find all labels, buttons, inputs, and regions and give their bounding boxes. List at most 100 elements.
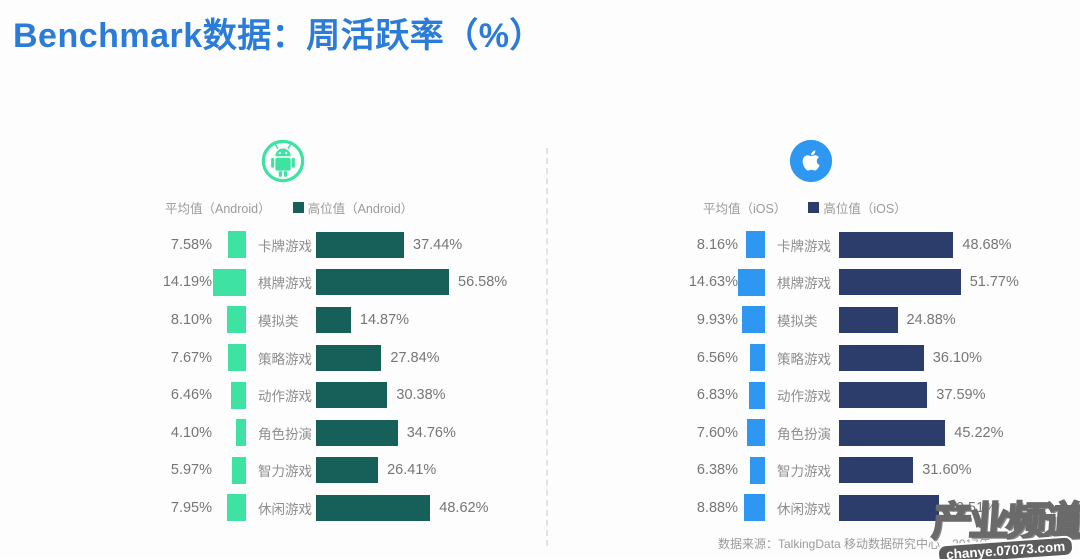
watermark: 产业频道 chanye.07073.com bbox=[926, 499, 1080, 559]
average-bar bbox=[232, 456, 246, 484]
average-bar bbox=[227, 494, 246, 522]
category-label: 策略游戏 bbox=[258, 351, 312, 367]
high-value-label: 34.76% bbox=[406, 424, 456, 441]
average-bar-box bbox=[212, 381, 246, 409]
average-bar bbox=[745, 231, 765, 259]
chart-row: 7.95% 休闲游戏 48.62% bbox=[140, 489, 540, 527]
average-value-label: 7.58% bbox=[170, 236, 212, 253]
average-bar bbox=[738, 268, 765, 296]
high-value-label: 24.88% bbox=[906, 311, 956, 328]
high-bar-zone: 37.44% bbox=[316, 231, 462, 258]
legend-item-average: 平均值（iOS） bbox=[703, 198, 786, 217]
chart-row: 9.93% 模拟类 24.88% bbox=[660, 301, 1080, 339]
average-bar-box bbox=[212, 231, 246, 259]
high-bar bbox=[316, 419, 398, 446]
average-bar-box bbox=[212, 419, 246, 447]
high-bar bbox=[839, 344, 924, 371]
chart-row: 7.58% 卡牌游戏 37.44% bbox=[140, 226, 540, 264]
high-bar bbox=[316, 269, 449, 296]
high-value-label: 56.58% bbox=[458, 274, 508, 291]
legend-item-high: 高位值（iOS） bbox=[808, 198, 907, 217]
high-bar-zone: 14.87% bbox=[316, 306, 410, 333]
average-value-label: 14.63% bbox=[688, 274, 738, 291]
chart-row: 6.83% 动作游戏 37.59% bbox=[660, 376, 1080, 414]
category-label: 卡牌游戏 bbox=[258, 238, 312, 254]
android-icon bbox=[260, 138, 306, 184]
category-label: 棋牌游戏 bbox=[258, 276, 312, 292]
average-bar bbox=[747, 419, 765, 447]
high-bar bbox=[839, 306, 898, 333]
high-value-label: 36.10% bbox=[932, 349, 982, 366]
average-value-label: 5.97% bbox=[170, 462, 212, 479]
high-bar-zone: 37.59% bbox=[839, 382, 986, 409]
high-bar bbox=[316, 306, 351, 333]
high-bar-zone: 48.68% bbox=[839, 231, 1012, 258]
android-legend: 平均值（Android） 高位值（Android） bbox=[165, 198, 413, 217]
page-title: Benchmark数据：周活跃率（%） bbox=[13, 17, 544, 55]
data-source-note: 数据来源：TalkingData 移动数据研究中心，2017年 bbox=[718, 537, 991, 551]
chart-row: 7.60% 角色扮演 45.22% bbox=[660, 414, 1080, 452]
category-label: 智力游戏 bbox=[777, 464, 831, 480]
average-bar bbox=[228, 344, 246, 372]
high-bar bbox=[316, 494, 431, 521]
average-bar-box bbox=[738, 456, 765, 484]
average-value-label: 6.38% bbox=[696, 462, 738, 479]
average-value-label: 7.95% bbox=[170, 499, 212, 516]
average-bar-box bbox=[212, 456, 246, 484]
high-value-label: 14.87% bbox=[359, 311, 410, 328]
average-bar-box bbox=[738, 344, 765, 372]
category-label: 动作游戏 bbox=[258, 389, 312, 405]
chart-row: 8.88% 休闲游戏 42.51% bbox=[660, 489, 1080, 527]
high-bar bbox=[316, 231, 404, 258]
high-bar bbox=[316, 382, 388, 409]
category-label: 角色扮演 bbox=[258, 426, 312, 442]
high-value-label: 37.59% bbox=[936, 387, 986, 404]
average-value-label: 6.83% bbox=[696, 387, 738, 404]
average-bar-box bbox=[212, 494, 246, 522]
chart-row: 7.67% 策略游戏 27.84% bbox=[140, 339, 540, 377]
average-bar bbox=[744, 494, 765, 522]
average-value-label: 4.10% bbox=[170, 424, 212, 441]
average-value-label: 14.19% bbox=[162, 274, 212, 291]
average-value-label: 8.16% bbox=[696, 236, 738, 253]
average-bar-box bbox=[212, 344, 246, 372]
chart-row: 8.16% 卡牌游戏 48.68% bbox=[660, 226, 1080, 264]
legend-label: 平均值（iOS） bbox=[703, 202, 787, 216]
high-value-label: 31.60% bbox=[922, 462, 972, 479]
high-bar-zone: 42.51% bbox=[839, 494, 997, 521]
average-bar-box bbox=[738, 306, 765, 334]
high-bar-zone: 30.38% bbox=[316, 382, 446, 409]
legend-item-high: 高位值（Android） bbox=[292, 198, 413, 217]
chart-row: 6.56% 策略游戏 36.10% bbox=[660, 339, 1080, 377]
chart-row: 4.10% 角色扮演 34.76% bbox=[140, 414, 540, 452]
high-bar-zone: 51.77% bbox=[839, 269, 1019, 296]
high-bar-zone: 48.62% bbox=[316, 494, 488, 521]
average-value-label: 7.60% bbox=[696, 424, 738, 441]
chart-row: 14.63% 棋牌游戏 51.77% bbox=[660, 264, 1080, 302]
chart-row: 14.19% 棋牌游戏 56.58% bbox=[140, 264, 540, 302]
average-bar bbox=[741, 306, 765, 334]
average-bar-box bbox=[212, 268, 246, 296]
average-bar bbox=[750, 456, 765, 484]
rows-android: 7.58% 卡牌游戏 37.44% 14.19% 棋牌游戏 56.58% 8.10% 模拟类 1… bbox=[140, 226, 540, 527]
high-bar-zone: 31.60% bbox=[839, 457, 972, 484]
average-value-label: 7.67% bbox=[170, 349, 212, 366]
category-label: 策略游戏 bbox=[777, 351, 831, 367]
high-bar-zone: 27.84% bbox=[316, 344, 440, 371]
high-bar-zone: 56.58% bbox=[316, 269, 508, 296]
category-label: 动作游戏 bbox=[777, 389, 831, 405]
high-value-label: 48.68% bbox=[962, 236, 1012, 253]
average-bar-box bbox=[738, 381, 765, 409]
category-label: 智力游戏 bbox=[258, 464, 312, 480]
average-bar bbox=[748, 381, 765, 409]
high-bar bbox=[839, 457, 914, 484]
average-bar bbox=[227, 306, 246, 334]
average-bar bbox=[212, 268, 246, 296]
high-bar-zone: 36.10% bbox=[839, 344, 982, 371]
rows-ios: 8.16% 卡牌游戏 48.68% 14.63% 棋牌游戏 51.77% 9.93% 模拟类 2… bbox=[660, 226, 1080, 527]
average-bar-box bbox=[738, 231, 765, 259]
high-bar bbox=[839, 382, 928, 409]
high-bar-zone: 45.22% bbox=[839, 419, 1003, 446]
high-value-label: 30.38% bbox=[396, 387, 446, 404]
